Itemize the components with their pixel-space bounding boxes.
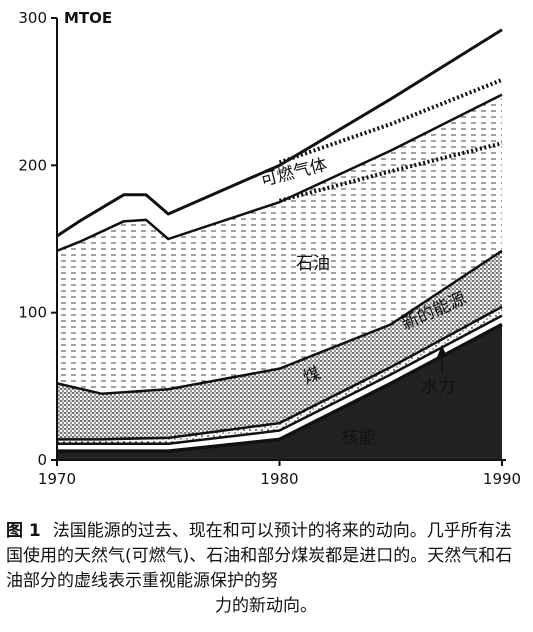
y-tick-label: 200 xyxy=(18,156,47,174)
figure-number: 图 1 xyxy=(6,521,41,541)
area-3 xyxy=(57,250,502,440)
axis-ticks: 0 100 200 300 1970 1980 1990 xyxy=(18,9,521,488)
label-oil: 石油 xyxy=(296,254,330,274)
x-tick-label: 1990 xyxy=(483,470,521,488)
caption-text: 法国能源的过去、现在和可以预计的将来的动向。几乎所有法国使用的天然气(可燃气)、… xyxy=(6,521,513,591)
boundary-2 xyxy=(57,305,503,441)
y-tick-label: 0 xyxy=(37,451,47,469)
area-0 xyxy=(57,324,502,460)
unit-label: MTOE xyxy=(64,9,112,27)
label-coal: 煤 xyxy=(300,364,323,389)
area-5 xyxy=(57,29,502,251)
boundary-3 xyxy=(56,249,503,395)
area-4 xyxy=(57,94,502,394)
label-nuclear: 核能 xyxy=(342,428,376,448)
figure-caption: 图 1 法国能源的过去、现在和可以预计的将来的动向。几乎所有法国使用的天然气(可燃… xyxy=(6,519,526,619)
layer-fills xyxy=(57,29,502,460)
label-hydro: 水力 xyxy=(421,377,455,397)
boundary-1 xyxy=(57,314,503,446)
y-tick-label: 300 xyxy=(18,9,47,27)
layer-boundaries xyxy=(56,28,503,453)
hydro-pointer-head xyxy=(437,345,447,357)
x-tick-label: 1970 xyxy=(38,470,76,488)
y-tick-label: 100 xyxy=(18,304,47,322)
boundary-4 xyxy=(56,93,503,252)
caption-last-line: 力的新动向。 xyxy=(215,596,317,616)
x-tick-label: 1980 xyxy=(260,470,298,488)
dashed-projections xyxy=(278,78,503,203)
projection-1 xyxy=(278,78,503,165)
boundary-0 xyxy=(57,322,503,453)
boundary-5 xyxy=(56,28,503,238)
